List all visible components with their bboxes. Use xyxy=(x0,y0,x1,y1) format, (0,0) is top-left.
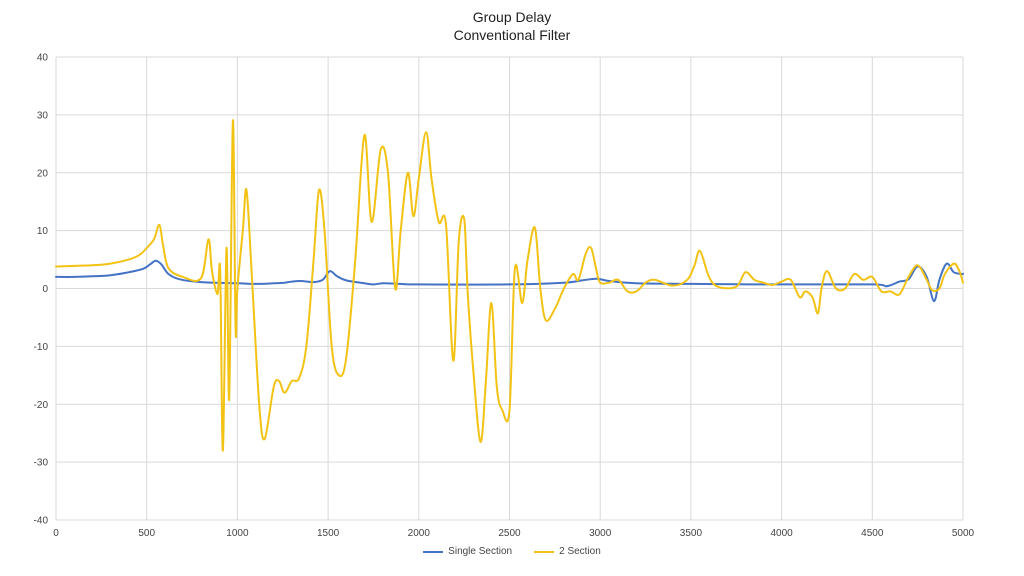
chart-subtitle: Conventional Filter xyxy=(453,27,571,43)
legend: Single Section 2 Section xyxy=(0,546,1024,557)
series-line-2-section xyxy=(55,119,964,452)
x-tick-label: 3500 xyxy=(680,528,703,539)
legend-label-2-section: 2 Section xyxy=(559,546,601,557)
y-tick-label: -40 xyxy=(34,516,49,527)
legend-label-single-section: Single Section xyxy=(448,546,513,557)
y-tick-label: 40 xyxy=(37,53,49,64)
x-tick-label: 1500 xyxy=(317,528,340,539)
series-line-single-section xyxy=(55,259,964,303)
y-tick-label: 30 xyxy=(37,110,49,121)
legend-item-single-section: Single Section xyxy=(423,546,512,557)
x-tick-label: 4500 xyxy=(861,528,884,539)
legend-item-2-section: 2 Section xyxy=(534,546,601,557)
y-tick-label: 10 xyxy=(37,226,49,237)
x-tick-label: 500 xyxy=(138,528,155,539)
y-tick-label: 0 xyxy=(42,284,48,295)
legend-swatch-single-section xyxy=(423,550,444,553)
x-tick-label: 5000 xyxy=(952,528,975,539)
y-tick-label: -10 xyxy=(34,342,49,353)
x-tick-label: 2500 xyxy=(498,528,521,539)
x-tick-label: 2000 xyxy=(408,528,431,539)
y-tick-label: 20 xyxy=(37,168,49,179)
y-tick-label: -20 xyxy=(34,400,49,411)
y-tick-label: -30 xyxy=(34,458,49,469)
x-tick-label: 4000 xyxy=(770,528,793,539)
x-tick-label: 3000 xyxy=(589,528,612,539)
x-tick-label: 1000 xyxy=(226,528,249,539)
legend-swatch-2-section xyxy=(534,550,555,553)
chart-title: Group Delay xyxy=(472,9,552,25)
x-tick-label: 0 xyxy=(53,528,59,539)
